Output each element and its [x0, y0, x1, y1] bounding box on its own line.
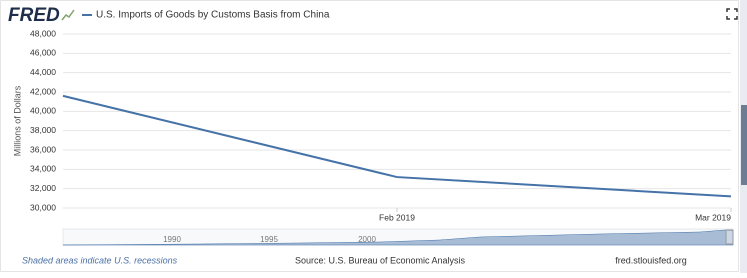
source: Source: U.S. Bureau of Economic Analysis: [295, 255, 466, 265]
y-tick-label: 32,000: [30, 183, 56, 193]
x-tick-label: Feb 2019: [379, 212, 415, 222]
plot: 30,000 32,000 34,000 36,000 38,000 40,000 42,0…: [30, 28, 732, 222]
navigator-series: [62, 229, 734, 246]
x-tick-label: Mar 2019: [695, 212, 731, 222]
y-tick-label: 42,000: [30, 86, 56, 96]
y-tick-label: 48,000: [30, 28, 56, 38]
frame: [0, 0, 739, 272]
navigator-handle[interactable]: [725, 229, 734, 245]
series-line: [62, 94, 732, 198]
logo: FRED: [8, 5, 60, 26]
y-axis-label: Millions of Dollars: [12, 85, 22, 156]
url[interactable]: fred.stlouisfed.org: [615, 255, 687, 265]
navigator-label: 1995: [260, 235, 278, 244]
navigator-axis: 1990 1995 2000: [163, 235, 376, 244]
y-tick-label: 46,000: [30, 48, 56, 58]
navigator-label: 1990: [163, 235, 181, 244]
y-tick-label: 44,000: [30, 67, 56, 77]
navigator-label: 2000: [358, 235, 376, 244]
y-tick-label: 36,000: [30, 144, 56, 154]
y-tick-label: 40,000: [30, 106, 56, 116]
scrollbar-thumb[interactable]: [741, 105, 747, 185]
y-tick-label: 38,000: [30, 125, 56, 135]
y-tick-label: 34,000: [30, 164, 56, 174]
y-tick-label: 30,000: [30, 202, 56, 212]
legend-label: U.S. Imports of Goods by Customs Basis f…: [96, 10, 330, 21]
fullscreen-button[interactable]: [726, 8, 738, 20]
logo-icon: [61, 9, 75, 21]
recession-note: Shaded areas indicate U.S. recessions: [22, 255, 178, 265]
